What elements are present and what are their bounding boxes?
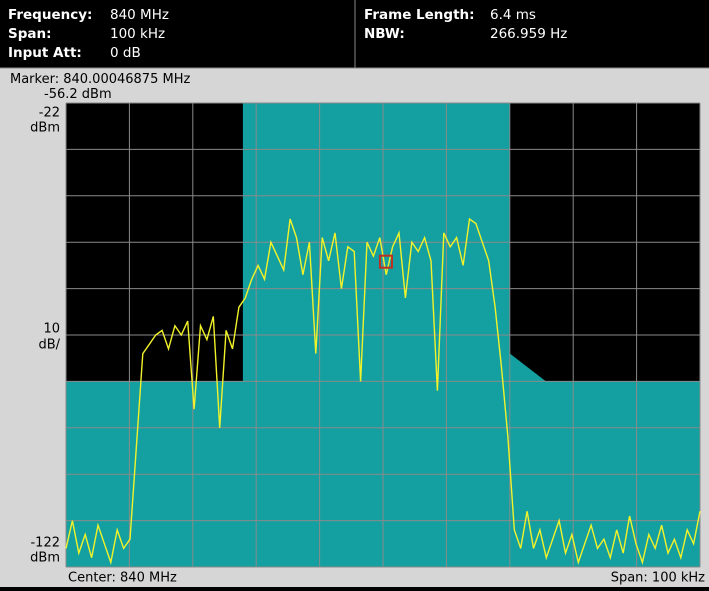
field-value: 6.4 ms [490,7,536,23]
marker-level: -56.2 [44,87,78,102]
center-label: Center: 840 MHz [68,571,177,586]
scale-label: 10 [43,322,60,337]
marker-readout: Marker: 840.00046875 MHz [10,72,190,87]
scale-unit: dB/ [38,338,60,353]
field-label: NBW: [364,26,405,42]
field-label: Span: [8,26,52,42]
marker-freq: 840.00046875 [63,72,158,87]
field-value: 0 dB [110,45,141,61]
marker-level-readout: -56.2 dBm [44,87,112,102]
field-label: Frame Length: [364,7,475,23]
field-value: 100 kHz [110,26,165,42]
span-label: Span: 100 kHz [611,571,705,586]
marker-level-unit: dBm [82,87,112,102]
y-bottom-unit: dBm [30,551,60,566]
marker-box [378,254,393,269]
marker-label: Marker: [10,72,59,87]
field-label: Input Att: [8,45,82,61]
field-label: Frequency: [8,7,92,23]
field-value: 266.959 Hz [490,26,567,42]
y-bottom-label: -122 [30,536,60,551]
y-top-label: -22 [39,106,60,121]
marker-freq-unit: MHz [163,72,191,87]
y-top-unit: dBm [30,121,60,136]
field-value: 840 MHz [110,7,169,23]
